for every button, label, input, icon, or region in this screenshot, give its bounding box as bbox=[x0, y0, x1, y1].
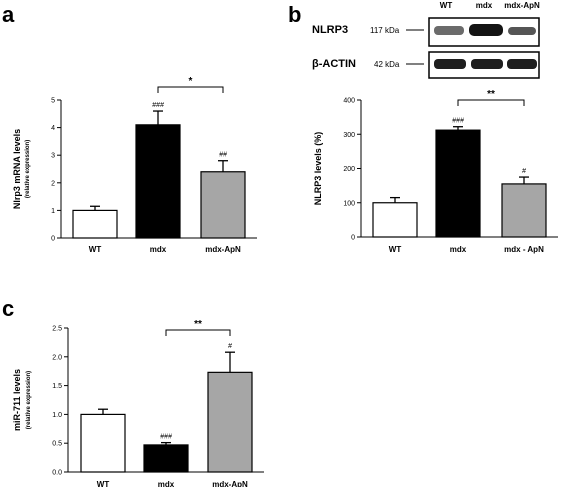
blot-band bbox=[469, 24, 503, 36]
significance-mark: # bbox=[228, 343, 232, 350]
bar-mdx bbox=[143, 444, 189, 473]
comparison-significance: ** bbox=[487, 89, 495, 100]
blot-band bbox=[507, 59, 537, 69]
y-tick-label: 0.5 bbox=[52, 441, 62, 448]
blot-band bbox=[471, 59, 503, 69]
significance-mark: ### bbox=[152, 102, 164, 109]
bar-WT bbox=[372, 202, 418, 238]
significance-mark: ## bbox=[219, 152, 227, 159]
category-label: mdx bbox=[158, 480, 175, 487]
category-label: mdx-ApN bbox=[212, 480, 248, 487]
y-tick-label: 2 bbox=[51, 180, 55, 187]
comparison-bracket bbox=[457, 99, 525, 106]
chart-nlrp3-protein: 0 100 200 300 400 NLRP3 levels (%) WT ### mdx # md… bbox=[313, 89, 558, 254]
category-label: WT bbox=[389, 245, 402, 254]
bar-mdx bbox=[435, 129, 481, 238]
significance-mark: ### bbox=[452, 118, 464, 125]
y-tick-label: 0.0 bbox=[52, 470, 62, 477]
y-axis-sublabel: (relative expression) bbox=[25, 140, 31, 198]
y-tick-label: 5 bbox=[51, 98, 55, 105]
y-tick-label: 4 bbox=[51, 125, 55, 132]
blot-lane-label: WT bbox=[440, 1, 453, 10]
blot-row-label: β-ACTIN bbox=[312, 58, 356, 70]
y-tick-label: 300 bbox=[343, 132, 355, 139]
blot-row-label: NLRP3 bbox=[312, 24, 348, 36]
comparison-significance: * bbox=[189, 76, 193, 87]
category-label: WT bbox=[97, 480, 110, 487]
y-tick-label: 3 bbox=[51, 153, 55, 160]
bar-mdx bbox=[135, 124, 181, 239]
blot-band bbox=[434, 26, 464, 35]
blot-band bbox=[434, 59, 466, 69]
significance-mark: # bbox=[522, 168, 526, 175]
blot-row-kda: 42 kDa bbox=[374, 60, 400, 69]
panel-label-b: b bbox=[288, 2, 301, 27]
blot-row-kda: 117 kDa bbox=[370, 26, 400, 35]
bar-mdx - ApN bbox=[501, 183, 547, 238]
y-axis-sublabel: (relative expression) bbox=[26, 371, 32, 429]
panel-label-a: a bbox=[2, 2, 15, 27]
y-tick-label: 100 bbox=[343, 200, 355, 207]
category-label: mdx-ApN bbox=[205, 245, 241, 254]
comparison-bracket bbox=[157, 86, 224, 93]
blot-band bbox=[508, 27, 536, 35]
y-tick-label: 2.0 bbox=[52, 354, 62, 361]
y-axis-label: Nlrp3 mRNA levels bbox=[12, 129, 22, 209]
y-axis-label: miR-711 levels bbox=[12, 369, 22, 431]
bar-WT bbox=[80, 413, 126, 473]
chart-mir711: 0.0 0.5 1.0 1.5 2.0 2.5 miR-711 levels (relativ… bbox=[12, 319, 264, 487]
bar-mdx-ApN bbox=[200, 171, 246, 239]
significance-mark: ### bbox=[160, 434, 172, 441]
y-tick-label: 0 bbox=[351, 235, 355, 242]
category-label: mdx - ApN bbox=[504, 245, 544, 254]
y-tick-label: 400 bbox=[343, 98, 355, 105]
category-label: mdx bbox=[150, 245, 167, 254]
blot-lane-label: mdx-ApN bbox=[504, 1, 540, 10]
y-axis-label: NLRP3 levels (%) bbox=[313, 132, 323, 206]
comparison-bracket bbox=[165, 329, 231, 336]
y-tick-label: 1 bbox=[51, 208, 55, 215]
y-tick-label: 0 bbox=[51, 236, 55, 243]
blot-lane-label: mdx bbox=[476, 1, 493, 10]
bar-mdx-ApN bbox=[207, 371, 253, 473]
y-tick-label: 1.5 bbox=[52, 383, 62, 390]
bar-WT bbox=[72, 209, 118, 239]
y-tick-label: 1.0 bbox=[52, 412, 62, 419]
panel-label-c: c bbox=[2, 296, 14, 321]
comparison-significance: ** bbox=[194, 319, 202, 330]
category-label: WT bbox=[89, 245, 102, 254]
y-tick-label: 2.5 bbox=[52, 326, 62, 333]
chart-nlrp3-mrna: 0 1 2 3 4 5 Nlrp3 mRNA levels (relative express… bbox=[12, 76, 257, 254]
category-label: mdx bbox=[450, 245, 467, 254]
y-tick-label: 200 bbox=[343, 166, 355, 173]
western-blot: WT mdx mdx-ApN NLRP3 117 kDa β-ACTIN 42 … bbox=[312, 1, 540, 79]
